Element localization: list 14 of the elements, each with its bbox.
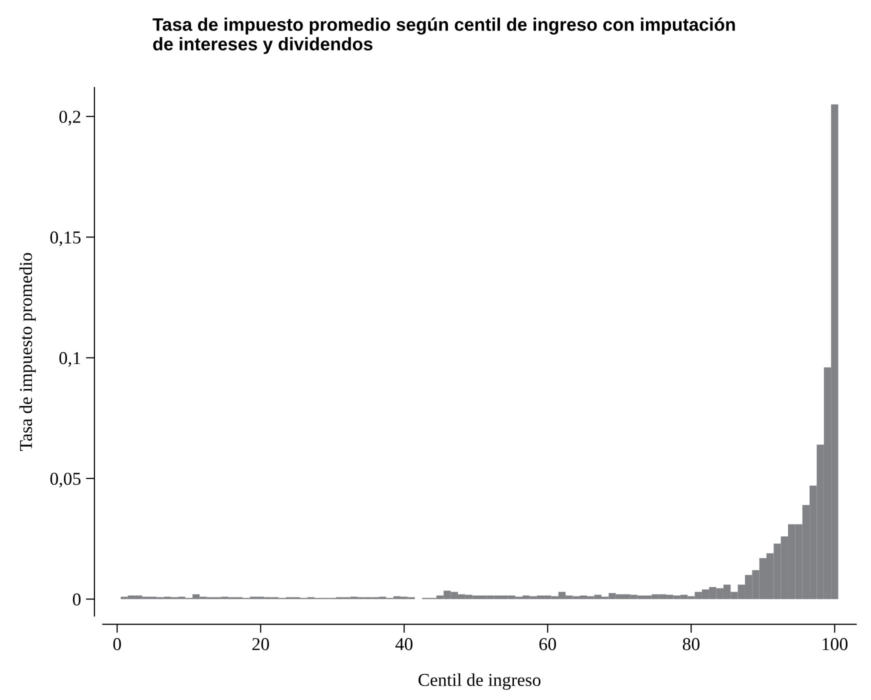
y-tick-label: 0 [72, 593, 81, 606]
x-tick-label: 20 [252, 638, 269, 650]
chart-title: Tasa de impuesto promedio según centil de ingreso con imputación de intereses y dividendos [152, 18, 735, 54]
y-tick-label: 0,05 [50, 472, 81, 488]
x-tick-label: 80 [682, 638, 700, 650]
x-axis-title: Centil de ingreso [418, 673, 540, 690]
y-tick-label: 0,2 [59, 110, 80, 126]
x-tick-label: 60 [539, 638, 556, 650]
y-axis-title: Tasa de impuesto promedio [19, 253, 36, 451]
y-tick-label: 0,1 [59, 352, 80, 367]
y-tick-label: 0,15 [50, 231, 81, 246]
x-tick-label: 40 [395, 638, 412, 650]
x-tick-label: 100 [822, 638, 848, 650]
x-tick-label: 0 [113, 638, 121, 650]
